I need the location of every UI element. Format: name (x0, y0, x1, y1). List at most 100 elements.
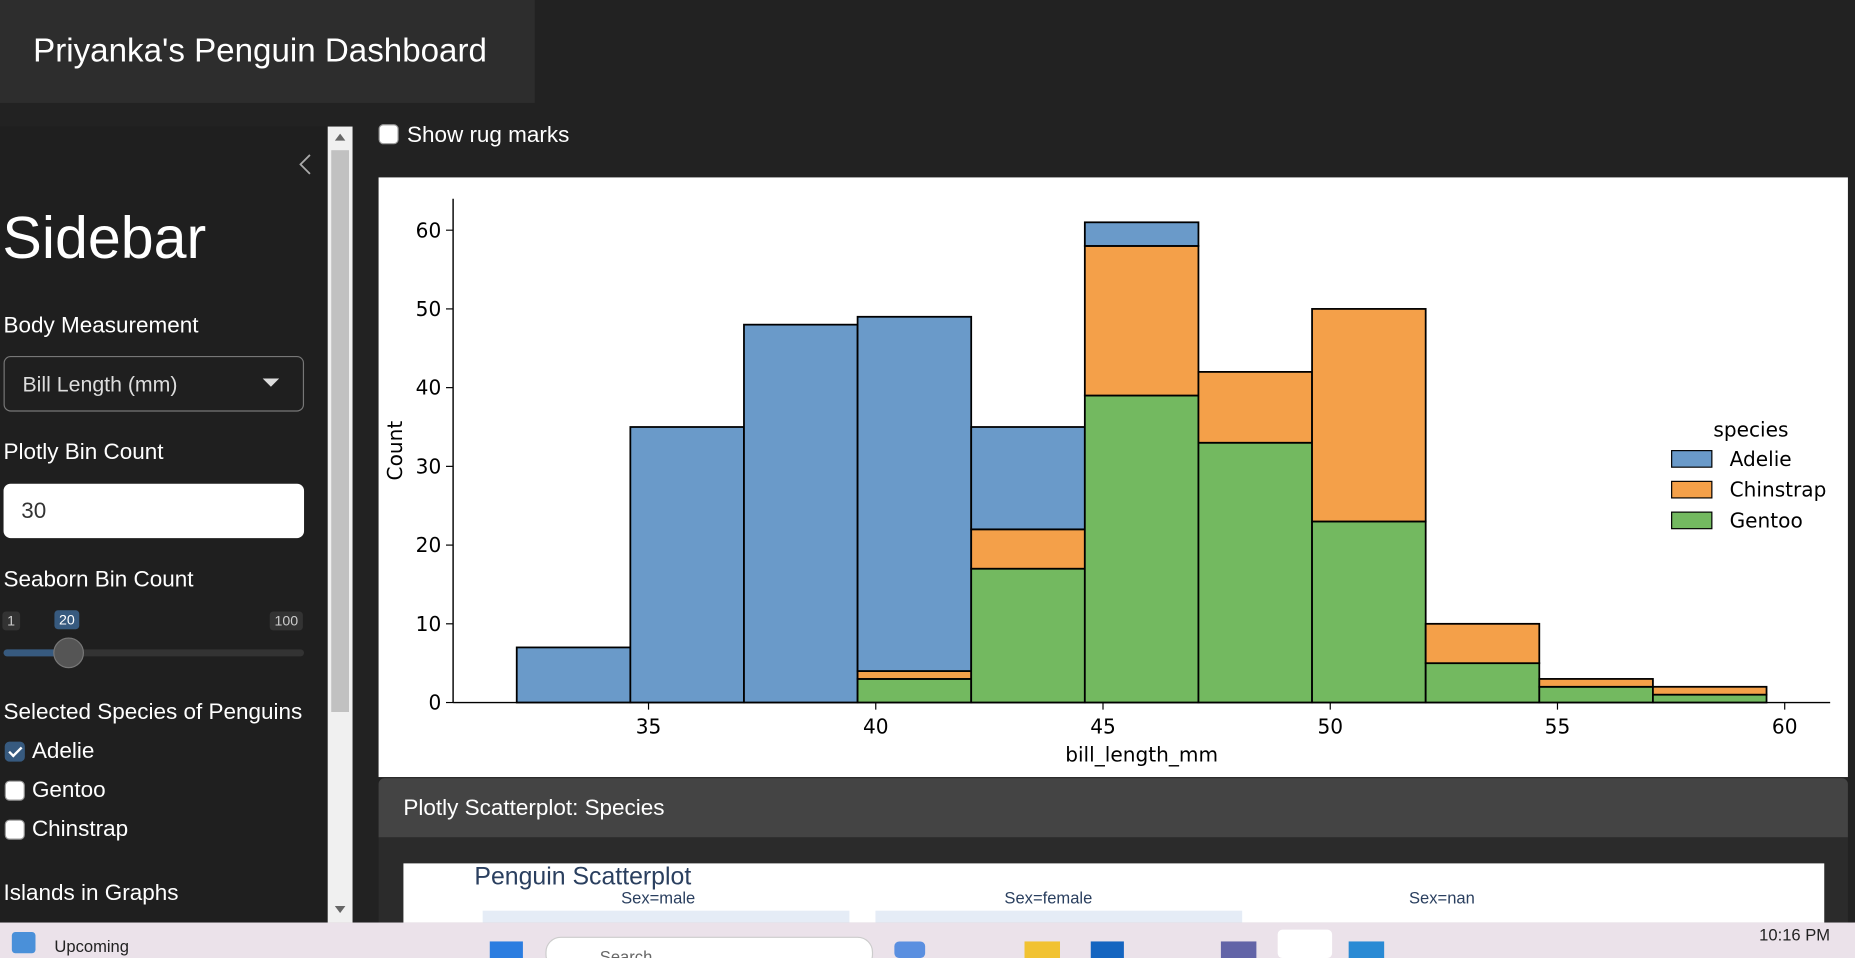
bar-segment (1197, 441, 1313, 704)
y-tick-label: 50 (416, 297, 442, 321)
bar-segment (970, 528, 1086, 570)
scroll-thumb[interactable] (331, 150, 349, 712)
taskbar: Upcoming Search 10:16 PM (0, 922, 1855, 958)
x-tick-label: 35 (636, 714, 662, 738)
checkbox-label: Show rug marks (406, 123, 570, 148)
bar-segment (515, 646, 632, 704)
x-axis-label: bill_length_mm (1065, 743, 1218, 767)
clock: 10:16 PM (1759, 924, 1831, 944)
facet-label: Sex=female (1004, 888, 1093, 908)
plot-title: Penguin Scatterplot (474, 863, 692, 891)
y-axis-label: Count (383, 421, 407, 481)
histogram-chart: 0 10 20 30 40 50 60 35 40 45 50 55 60 bill_length_mm C… (378, 177, 1848, 778)
checkbox[interactable] (4, 819, 25, 840)
slider-fill (3, 649, 69, 657)
bar-segment (1083, 245, 1200, 397)
checkbox[interactable] (378, 124, 399, 145)
y-tick-label: 30 (416, 454, 442, 478)
y-tick-label: 60 (416, 218, 442, 242)
bar-segment (1197, 371, 1313, 444)
legend-label: Chinstrap (1730, 478, 1827, 502)
input-label: Selected Species of Penguins (3, 700, 303, 726)
bar-segment (856, 670, 973, 680)
scatter-plot: Penguin Scatterplot Sex=male Sex=female … (403, 863, 1825, 923)
slider-min: 1 (2, 611, 20, 631)
start-button[interactable] (489, 941, 523, 958)
bar-segment (1083, 221, 1200, 247)
app-icon[interactable] (1277, 929, 1333, 958)
bar-segment (1652, 685, 1768, 696)
slider-track[interactable]: 20 (3, 610, 305, 669)
facet-label: Sex=nan (1409, 888, 1475, 908)
y-tick-label: 10 (416, 612, 442, 636)
dropdown-arrow (262, 378, 280, 387)
checkbox-label: Adelie (31, 739, 95, 765)
checkbox-label: Gentoo (31, 778, 106, 804)
app-icon[interactable] (1024, 941, 1061, 958)
title-box: Priyanka's Penguin Dashboard (0, 0, 535, 103)
sidebar-title: Sidebar (2, 204, 207, 271)
x-tick-label: 40 (863, 714, 889, 738)
card-header: Plotly Scatterplot: Species (378, 778, 1848, 838)
bar-segment (856, 678, 973, 704)
select[interactable]: Bill Length (mm) (3, 355, 305, 412)
legend-label: Gentoo (1730, 508, 1803, 532)
input-label: Seaborn Bin Count (3, 567, 194, 593)
scroll-up[interactable] (334, 133, 346, 141)
input-label: Body Measurement (3, 313, 199, 339)
bar-segment (1424, 662, 1541, 704)
y-tick-label: 20 (416, 533, 442, 557)
bar-segment (1538, 678, 1654, 688)
bar-segment (1538, 685, 1654, 704)
bar-segment (856, 315, 973, 672)
legend-swatch (1671, 480, 1713, 499)
checkbox[interactable] (4, 780, 25, 801)
app-icon[interactable] (894, 941, 926, 958)
scrollbar[interactable] (327, 126, 353, 923)
input-label: Plotly Bin Count (3, 439, 164, 465)
legend-title: species (1713, 417, 1788, 441)
bar-segment (629, 426, 745, 704)
select-value: Bill Length (mm) (22, 372, 178, 397)
sidebar: Sidebar Body Measurement Bill Length (mm… (0, 126, 328, 923)
scroll-down[interactable] (334, 905, 346, 914)
facet-panel (482, 910, 850, 923)
app-icon[interactable] (1348, 941, 1385, 958)
weather-icon[interactable] (11, 931, 36, 954)
slider-value: 20 (54, 610, 80, 630)
bar-segment (1311, 308, 1427, 523)
slider-max: 100 (269, 611, 303, 631)
checkbox[interactable] (4, 741, 25, 762)
y-tick-label: 40 (416, 376, 442, 400)
search-box[interactable]: Search (545, 936, 874, 958)
widget-text[interactable]: Upcoming (54, 936, 129, 956)
collapse-button[interactable] (296, 153, 315, 177)
app-icon[interactable] (1220, 941, 1257, 958)
y-tick-label: 0 (428, 691, 441, 715)
x-tick-label: 50 (1317, 714, 1343, 738)
input-label: Islands in Graphs (3, 881, 179, 906)
card-title: Plotly Scatterplot: Species (403, 795, 665, 821)
facet-label: Sex=male (621, 888, 696, 908)
legend-label: Adelie (1730, 447, 1792, 471)
bar-segment (970, 426, 1086, 531)
x-tick-label: 60 (1772, 714, 1798, 738)
slider-handle[interactable] (53, 637, 84, 669)
numeric-input[interactable]: 30 (3, 483, 305, 539)
bar-segment (1083, 394, 1200, 704)
bar-segment (1311, 520, 1427, 704)
app-title: Priyanka's Penguin Dashboard (33, 31, 487, 69)
bar-segment (743, 323, 859, 704)
bar-segment (1424, 622, 1541, 665)
checkbox-label: Chinstrap (31, 817, 129, 843)
input-value: 30 (21, 499, 47, 524)
legend-swatch (1671, 511, 1713, 530)
app-icon[interactable] (1090, 941, 1124, 958)
facet-panel (875, 910, 1243, 923)
bar-segment (1652, 693, 1768, 704)
legend-swatch (1671, 450, 1713, 468)
bar-segment (970, 567, 1086, 704)
search-placeholder: Search (599, 947, 653, 958)
